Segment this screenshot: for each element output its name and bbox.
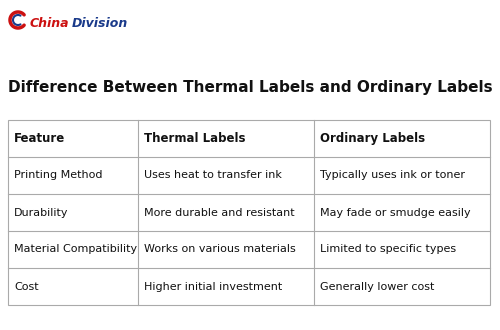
Text: More durable and resistant: More durable and resistant: [144, 208, 295, 217]
Text: Cost: Cost: [14, 281, 38, 291]
Text: Thermal Labels: Thermal Labels: [144, 132, 246, 145]
Text: Material Compatibility: Material Compatibility: [14, 245, 137, 254]
Text: Limited to specific types: Limited to specific types: [320, 245, 456, 254]
Text: Typically uses ink or toner: Typically uses ink or toner: [320, 171, 465, 181]
Text: Uses heat to transfer ink: Uses heat to transfer ink: [144, 171, 282, 181]
Text: Higher initial investment: Higher initial investment: [144, 281, 282, 291]
Text: Feature: Feature: [14, 132, 65, 145]
Text: Difference Between Thermal Labels and Ordinary Labels: Difference Between Thermal Labels and Or…: [8, 80, 492, 95]
Text: Ordinary Labels: Ordinary Labels: [320, 132, 425, 145]
Text: Division: Division: [72, 17, 128, 30]
Text: Printing Method: Printing Method: [14, 171, 102, 181]
Text: Works on various materials: Works on various materials: [144, 245, 296, 254]
Text: Generally lower cost: Generally lower cost: [320, 281, 434, 291]
Text: China: China: [30, 17, 70, 30]
Bar: [8, 120, 490, 305]
Text: May fade or smudge easily: May fade or smudge easily: [320, 208, 470, 217]
Text: Durability: Durability: [14, 208, 68, 217]
